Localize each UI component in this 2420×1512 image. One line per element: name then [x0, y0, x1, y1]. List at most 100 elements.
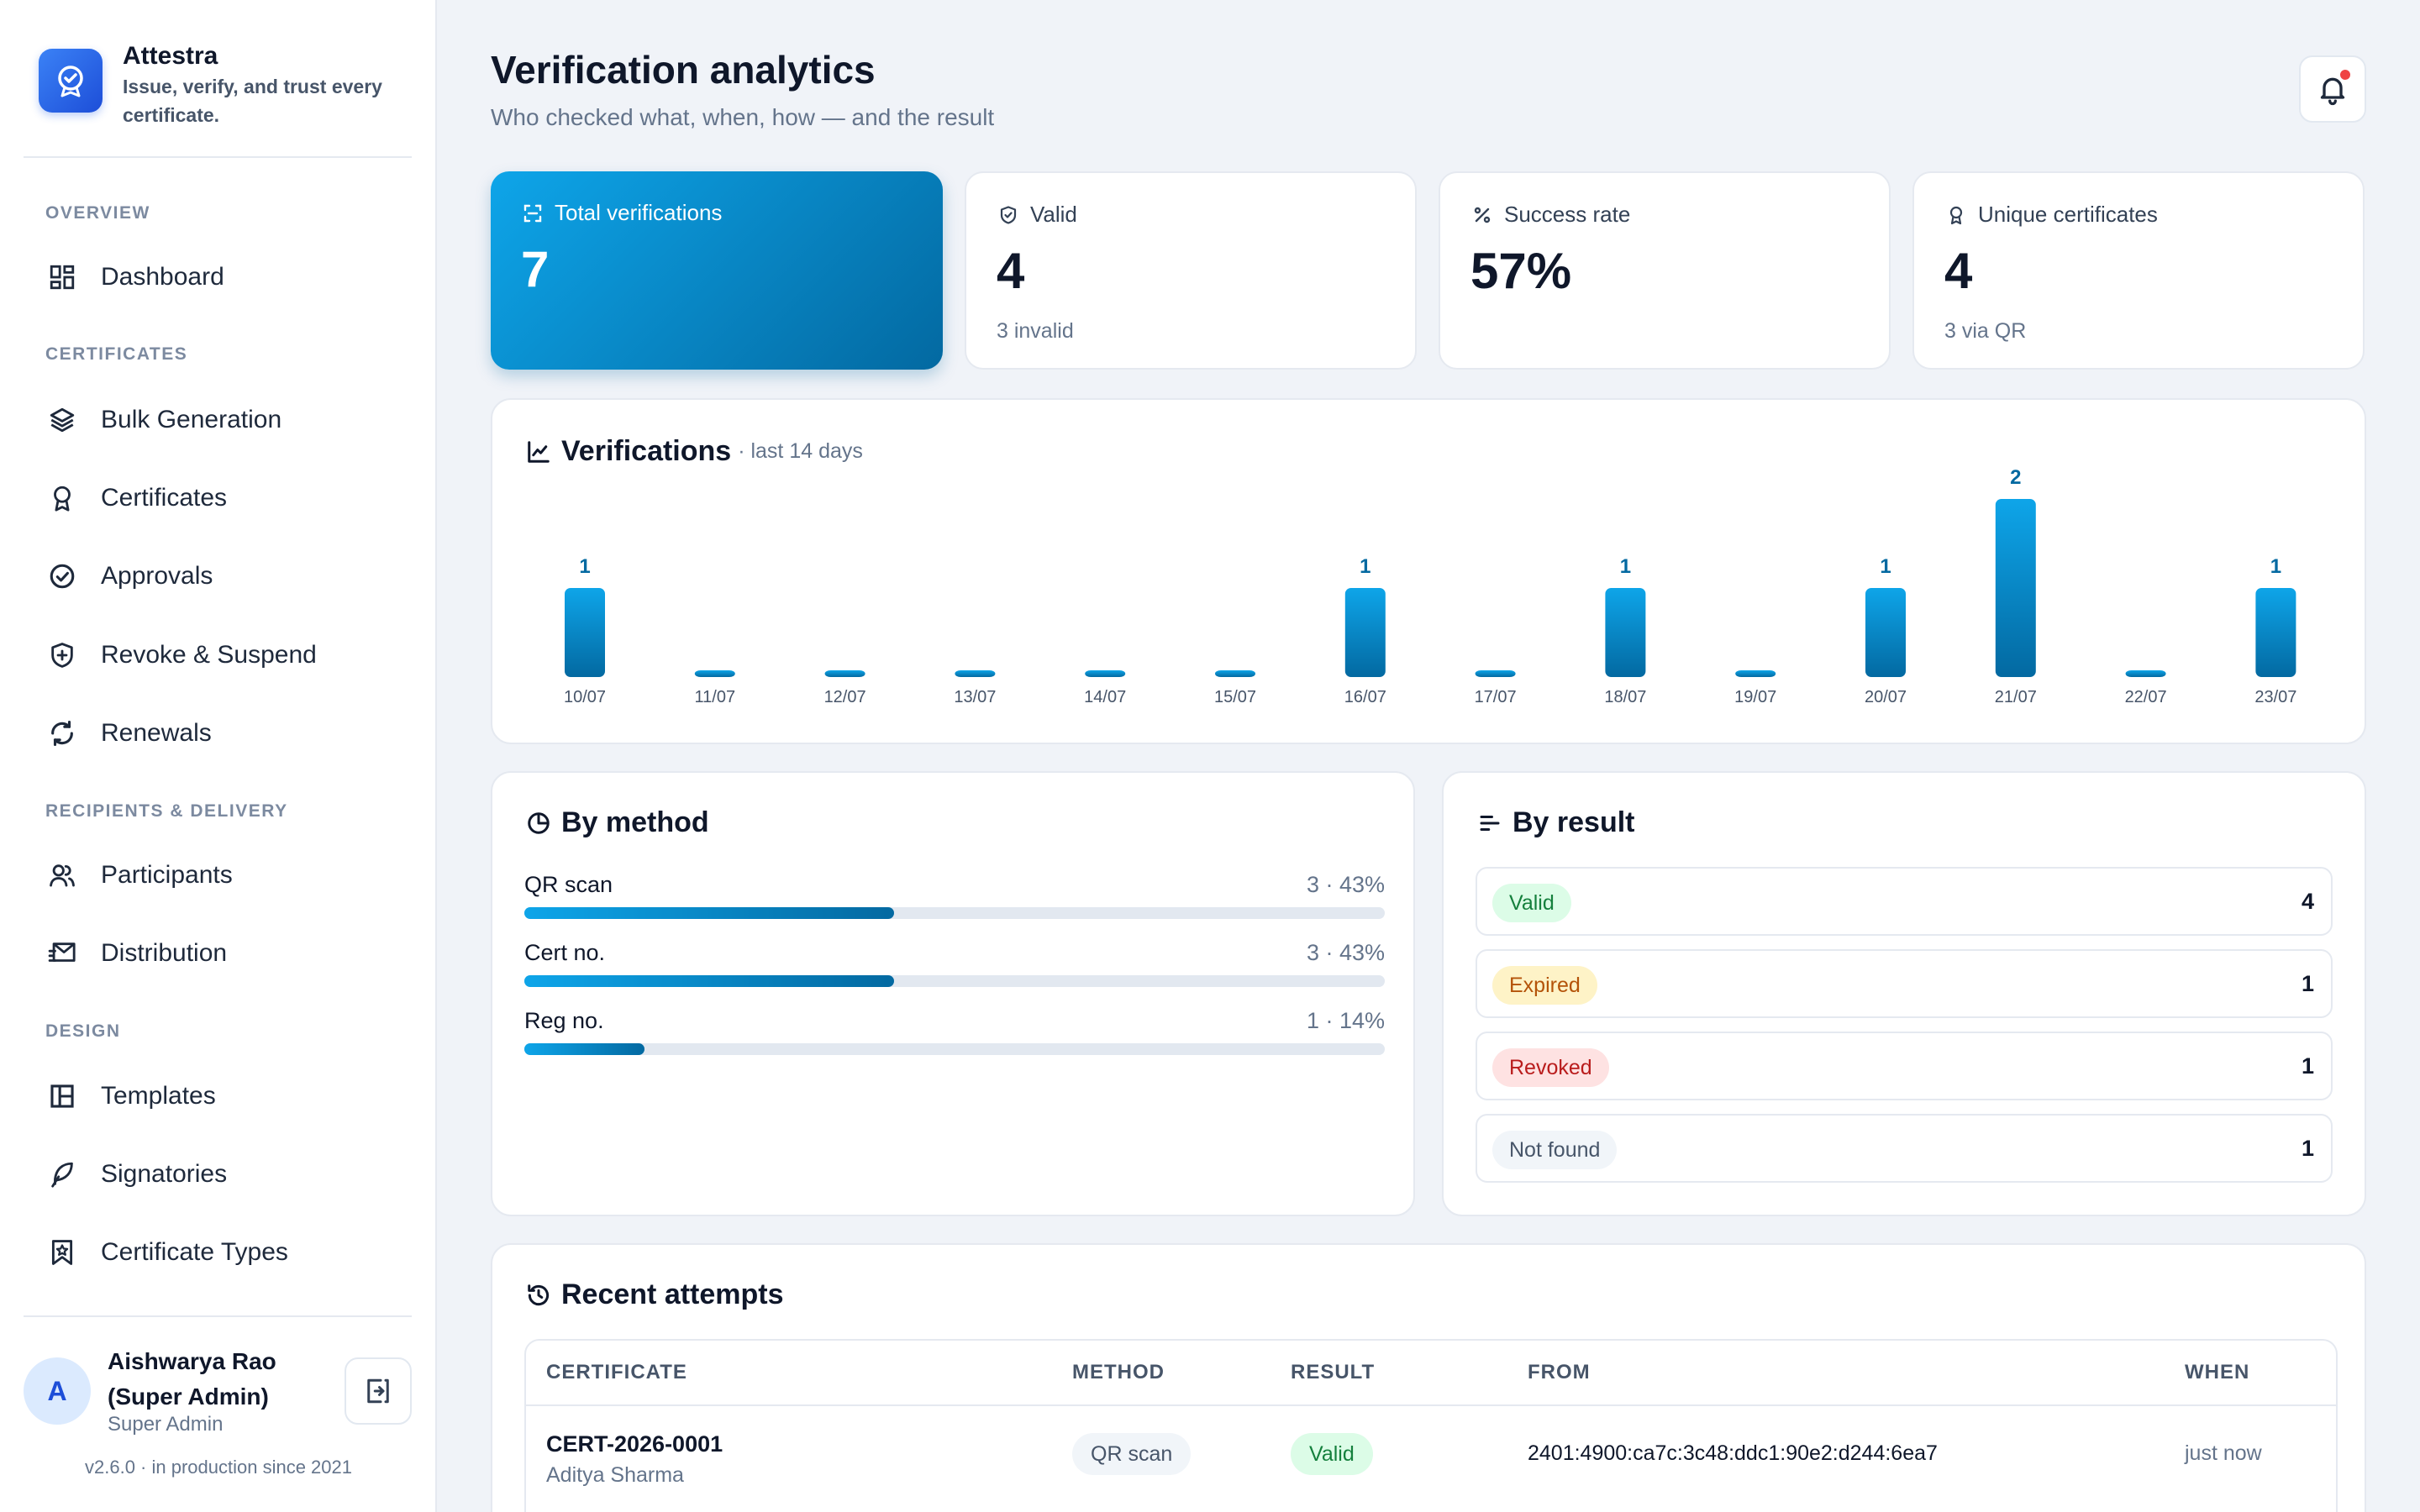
result-count: 1	[2301, 1136, 2314, 1161]
sidebar-item-label: Approvals	[101, 562, 213, 590]
section-label-certificates: CERTIFICATES	[45, 344, 188, 364]
sidebar-item-label: Revoke & Suspend	[101, 641, 317, 669]
chart-bar[interactable]	[1995, 499, 2036, 677]
chart-bar[interactable]	[1865, 588, 1906, 677]
avatar[interactable]: A	[24, 1357, 91, 1425]
sidebar-item-templates[interactable]: Templates	[45, 1073, 407, 1120]
chart-bar[interactable]	[1475, 670, 1516, 677]
stat-label: Total verifications	[555, 200, 723, 225]
stat-label: Valid	[1030, 202, 1077, 227]
cell-when: just now	[2185, 1441, 2262, 1465]
stat-value: 7	[521, 241, 550, 297]
column-header-from[interactable]: FROM	[1528, 1361, 1591, 1383]
recent-attempts-table: CERTIFICATE METHOD RESULT FROM WHEN CERT…	[524, 1339, 2338, 1512]
check-circle-icon	[45, 559, 79, 593]
section-label-recipients-delivery: RECIPIENTS & DELIVERY	[45, 801, 288, 821]
x-tick-label: 23/07	[2254, 688, 2296, 706]
stat-header: Total verifications	[521, 200, 722, 226]
cell-from: 2401:4900:ca7c:3c48:ddc1:90e2:d244:6ea7	[1528, 1441, 1938, 1465]
cell-method-badge: QR scan	[1072, 1433, 1192, 1475]
chart-bar[interactable]	[1215, 670, 1255, 677]
sidebar-item-signatories[interactable]: Signatories	[45, 1151, 407, 1198]
result-count: 4	[2301, 889, 2314, 914]
stat-footnote: 3 via QR	[1944, 319, 2027, 343]
notifications-button[interactable]	[2299, 55, 2366, 123]
stat-label: Unique certificates	[1978, 202, 2158, 227]
stat-value: 4	[997, 243, 1025, 299]
stat-footnote: 3 invalid	[997, 319, 1074, 343]
chart-bar[interactable]	[1085, 670, 1126, 677]
chart-subtitle: · last 14 days	[738, 439, 863, 463]
method-progress-fill	[524, 1043, 645, 1055]
sidebar-item-dashboard[interactable]: Dashboard	[45, 254, 407, 301]
notification-badge	[2338, 67, 2353, 82]
column-header-certificate[interactable]: CERTIFICATE	[546, 1361, 687, 1383]
chart-bar[interactable]	[2255, 588, 2296, 677]
result-row[interactable]: Not found 1	[1476, 1114, 2333, 1183]
column-header-when[interactable]: WHEN	[2185, 1361, 2250, 1383]
cell-certificate[interactable]: CERT-2026-0001	[546, 1431, 723, 1457]
recent-attempts-title-text: Recent attempts	[561, 1278, 784, 1310]
sidebar-item-bulk-generation[interactable]: Bulk Generation	[45, 396, 407, 444]
sidebar-item-approvals[interactable]: Approvals	[45, 553, 407, 600]
shield-check-icon	[997, 203, 1020, 227]
by-result-card: By result Valid 4 Expired 1 Revoked 1 Not foun…	[1442, 771, 2366, 1216]
chart-bar[interactable]	[824, 670, 865, 677]
result-badge: Valid	[1492, 884, 1571, 922]
column-header-result[interactable]: RESULT	[1291, 1361, 1376, 1383]
sidebar-item-label: Renewals	[101, 719, 212, 747]
logout-icon	[367, 1378, 389, 1404]
chart-bar[interactable]	[1735, 670, 1776, 677]
stat-card-valid[interactable]: Valid 4 3 invalid	[965, 171, 1417, 370]
user-name: Aishwarya Rao (Super Admin)	[108, 1348, 276, 1410]
x-tick-label: 14/07	[1084, 688, 1126, 706]
mail-send-icon	[45, 937, 79, 970]
cell-participant: Aditya Sharma	[546, 1463, 684, 1487]
x-tick-label: 10/07	[564, 688, 606, 706]
stat-card-total-verifications[interactable]: Total verifications 7	[491, 171, 943, 370]
x-tick-label: 11/07	[695, 688, 736, 706]
method-progress-fill	[524, 907, 895, 919]
method-row: Reg no. 1 · 14%	[524, 1008, 1385, 1067]
chart-bar[interactable]	[694, 670, 735, 677]
bar-value-label: 1	[579, 555, 590, 578]
version-text: v2.6.0 · in production since 2021	[85, 1457, 352, 1478]
chart-bar[interactable]	[2125, 670, 2166, 677]
chart-bar[interactable]	[1605, 588, 1646, 677]
x-tick-label: 12/07	[824, 688, 866, 706]
page-title: Verification analytics	[491, 48, 876, 92]
sidebar-item-label: Distribution	[101, 939, 228, 967]
sidebar-item-certificate-types[interactable]: Certificate Types	[45, 1229, 407, 1276]
chart-bar[interactable]	[565, 588, 605, 677]
users-icon	[45, 858, 79, 892]
sidebar-item-revoke-suspend[interactable]: Revoke & Suspend	[45, 632, 407, 679]
column-header-method[interactable]: METHOD	[1072, 1361, 1165, 1383]
sidebar-item-certificates[interactable]: Certificates	[45, 475, 407, 522]
chart-bar[interactable]	[955, 670, 996, 677]
stat-card-unique-certificates[interactable]: Unique certificates 4 3 via QR	[1912, 171, 2365, 370]
result-row[interactable]: Expired 1	[1476, 949, 2333, 1018]
sidebar-item-participants[interactable]: Participants	[45, 852, 407, 899]
method-label: QR scan	[524, 872, 613, 897]
verifications-chart-card: Verifications · last 14 days 10/07 1 11/07…	[491, 398, 2366, 744]
scan-icon	[521, 202, 544, 225]
x-tick-label: 19/07	[1734, 688, 1776, 706]
stat-card-success-rate[interactable]: Success rate 57%	[1439, 171, 1891, 370]
method-value: 3 · 43%	[1306, 872, 1385, 897]
stat-header: Unique certificates	[1944, 202, 2158, 228]
sidebar-item-renewals[interactable]: Renewals	[45, 710, 407, 757]
brand[interactable]: Attestra Issue, verify, and trust every …	[39, 39, 408, 131]
result-row[interactable]: Revoked 1	[1476, 1032, 2333, 1100]
sidebar-item-distribution[interactable]: Distribution	[45, 930, 407, 977]
sidebar-item-label: Bulk Generation	[101, 406, 282, 433]
brand-logo-icon	[39, 49, 103, 113]
chart-bar[interactable]	[1344, 588, 1386, 677]
method-value: 3 · 43%	[1306, 940, 1385, 965]
logout-button[interactable]	[345, 1357, 412, 1425]
result-row[interactable]: Valid 4	[1476, 867, 2333, 936]
section-label-overview: OVERVIEW	[45, 203, 150, 223]
page-subtitle: Who checked what, when, how — and the re…	[491, 104, 995, 130]
method-progress-track	[524, 907, 1385, 919]
x-tick-label: 22/07	[2125, 688, 2167, 706]
award-icon	[1944, 203, 1968, 227]
